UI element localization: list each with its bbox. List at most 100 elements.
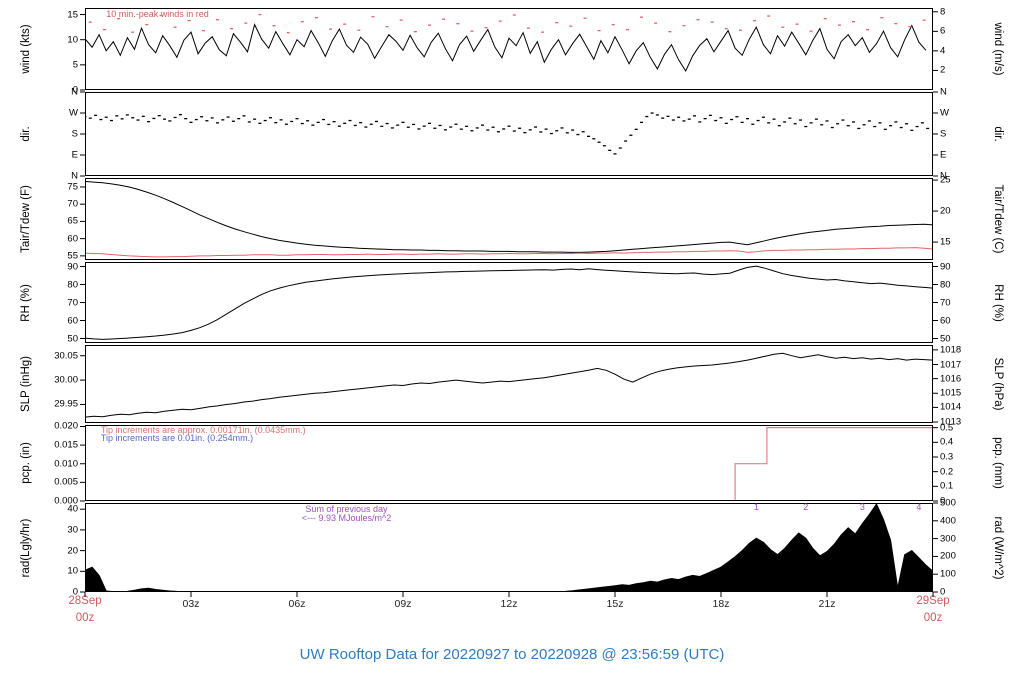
panel-tair (80, 178, 938, 260)
ytick-left-dir: W (69, 107, 78, 119)
x-axis-start-hour: 00z (75, 612, 95, 624)
annotation-pcp-0: Tip increments are approx. 0.00171in. (0… (100, 425, 306, 436)
series-solar-radiation-lgly-hr (85, 503, 933, 592)
ylabel-left-dir: dir. (20, 126, 32, 142)
ytick-right-rad: 400 (940, 515, 956, 527)
ytick-right-slp: 1013 (940, 416, 962, 428)
panel-rh (80, 262, 938, 343)
xtick-18z: 18z (712, 598, 730, 610)
series-wind-10min-peak (88, 13, 926, 34)
annotation-rad-3: 2 (803, 502, 809, 513)
ytick-right-slp: 1014 (940, 401, 962, 413)
annotation-rad-0: Sum of previous day (305, 503, 388, 514)
ytick-right-dir: W (940, 107, 949, 119)
chart-title: UW Rooftop Data for 20220927 to 20220928… (299, 646, 725, 663)
ytick-right-tair: 15 (940, 236, 951, 248)
x-axis-start-date: 28Sep (68, 595, 102, 607)
ytick-left-rad: 40 (67, 503, 78, 515)
ytick-left-slp: 29.95 (54, 398, 78, 410)
ytick-right-rh: 90 (940, 261, 951, 272)
ytick-right-rad: 200 (940, 550, 956, 562)
ytick-right-tair: 20 (940, 205, 951, 217)
ytick-left-rad: 0 (72, 586, 78, 598)
xtick-21z: 21z (818, 598, 836, 610)
ytick-left-rh: 80 (67, 279, 78, 290)
ytick-right-pcp: 0 (940, 495, 946, 507)
ytick-right-dir: S (940, 128, 947, 140)
xtick-15z: 15z (606, 598, 624, 610)
ytick-left-rh: 60 (67, 315, 78, 326)
ytick-left-dir: E (71, 149, 78, 161)
ytick-right-pcp: 0.5 (940, 422, 954, 434)
ytick-right-slp: 1015 (940, 387, 962, 399)
ytick-left-rh: 50 (67, 333, 78, 344)
panel-slp (80, 345, 938, 423)
ytick-right-pcp: 0.2 (940, 466, 954, 478)
ytick-left-pcp: 0.000 (54, 495, 78, 507)
series-air-temperature-f (85, 180, 933, 253)
ytick-right-dir: N (940, 170, 947, 182)
ytick-left-slp: 30.00 (54, 374, 78, 386)
ytick-left-rh: 70 (67, 297, 78, 308)
ytick-right-rad: 0 (940, 586, 946, 598)
ytick-left-slp: 30.05 (54, 350, 78, 362)
ytick-right-pcp: 0.3 (940, 451, 954, 463)
ytick-right-tair: 25 (940, 174, 951, 186)
annotation-rad-1: <--- 9.93 MJoules/m^2 (301, 513, 392, 524)
series-sea-level-pressure-inhg (85, 352, 933, 418)
annotation-rad-5: 4 (916, 502, 922, 513)
ylabel-right-rh: RH (%) (992, 283, 1004, 322)
ylabel-right-slp: SLP (hPa) (992, 357, 1004, 411)
ytick-left-dir: S (71, 128, 78, 140)
xtick-12z: 12z (500, 598, 518, 610)
ylabel-left-rh: RH (%) (20, 283, 32, 322)
ytick-left-wind: 15 (67, 9, 78, 21)
ytick-right-wind: 2 (940, 64, 946, 76)
ytick-right-wind: 6 (940, 25, 946, 37)
annotation-rad-2: 1 (753, 502, 759, 513)
ytick-left-rh: 90 (67, 261, 78, 272)
ytick-left-tair: 65 (67, 215, 78, 227)
panel-pcp (80, 425, 938, 502)
ytick-left-tair: 60 (67, 233, 78, 245)
ytick-right-pcp: 0.4 (940, 436, 954, 448)
ytick-right-rh: 50 (940, 333, 951, 344)
x-axis-end-date: 29Sep (916, 595, 950, 607)
panel-rad (80, 502, 938, 597)
ytick-right-wind: 4 (940, 45, 946, 57)
ylabel-right-rad: rad (W/m^2) (992, 516, 1004, 579)
ytick-right-slp: 1016 (940, 373, 962, 385)
xtick-03z: 03z (182, 598, 200, 610)
xtick-09z: 09z (394, 598, 412, 610)
ylabel-left-pcp: pcp. (in) (20, 442, 32, 484)
ytick-left-tair: 70 (67, 198, 78, 210)
series-wind-average (85, 23, 927, 72)
ytick-right-rh: 60 (940, 315, 951, 326)
ylabel-right-tair: Tair/Tdew (C) (992, 184, 1004, 254)
annotation-pcp-1: Tip increments are 0.01in. (0.254mm.) (100, 432, 254, 443)
ylabel-right-dir: dir. (992, 126, 1004, 142)
ytick-right-rh: 80 (940, 279, 951, 290)
ytick-left-rad: 20 (67, 545, 78, 557)
ytick-right-rad: 500 (940, 497, 956, 509)
ytick-left-pcp: 0.010 (54, 458, 78, 470)
ytick-right-rad: 300 (940, 533, 956, 545)
ytick-left-pcp: 0.020 (54, 420, 78, 432)
ylabel-left-tair: Tair/Tdew (F) (20, 185, 32, 253)
ylabel-right-pcp: pcp. (mm) (992, 437, 1004, 489)
ytick-left-tair: 75 (67, 181, 78, 193)
ytick-right-slp: 1018 (940, 344, 962, 356)
ytick-right-dir: N (940, 86, 947, 98)
ytick-left-wind: 10 (67, 34, 78, 46)
ytick-left-tair: 55 (67, 250, 78, 262)
ytick-left-dir: N (71, 170, 78, 182)
panel-dir (80, 91, 938, 177)
series-precipitation-accumulation-in (85, 426, 933, 501)
ytick-left-rad: 30 (67, 524, 78, 536)
ytick-right-pcp: 0.1 (940, 480, 954, 492)
ytick-left-pcp: 0.015 (54, 439, 78, 451)
ytick-left-rad: 10 (67, 565, 78, 577)
annotation-wind-0: 10 min.-peak winds in red (106, 9, 209, 20)
panel-wind (80, 8, 938, 91)
